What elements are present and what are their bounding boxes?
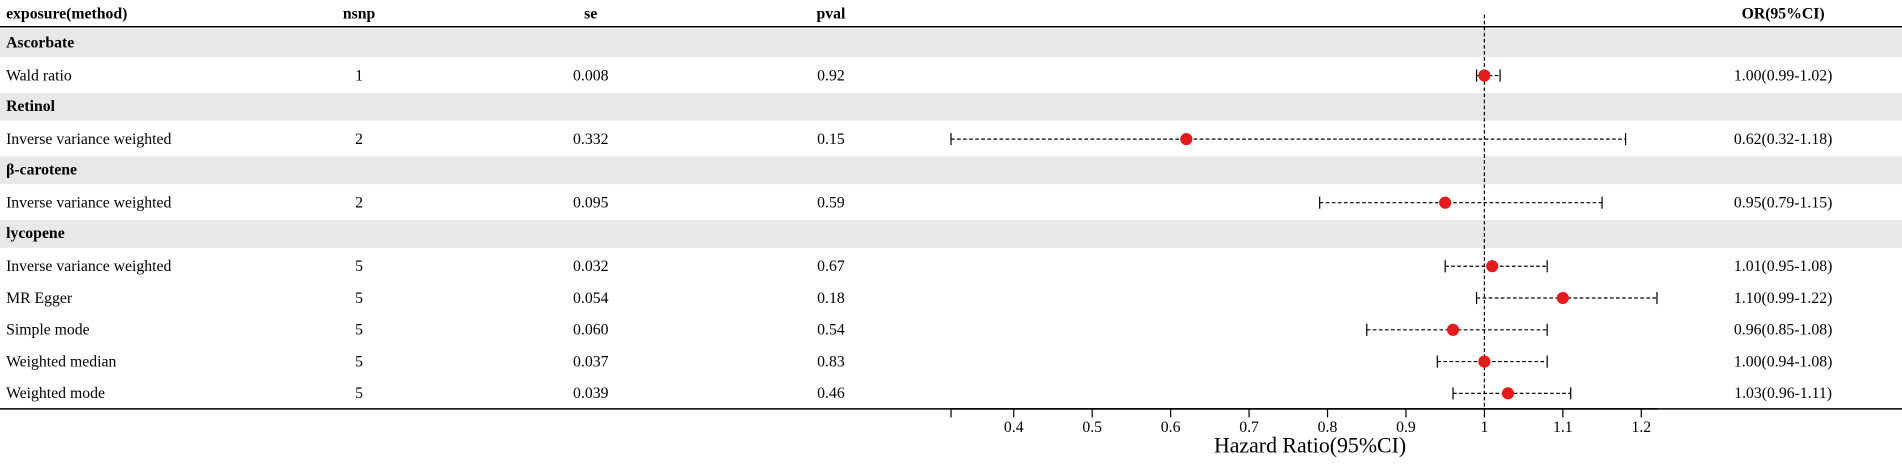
nsnp: 5 (355, 290, 363, 307)
point (1501, 387, 1514, 400)
pval: 0.59 (817, 194, 845, 211)
x-tick-label: 1 (1480, 419, 1488, 436)
or-label: 0.96(0.85-1.08) (1734, 322, 1832, 339)
pval: 0.92 (817, 67, 845, 84)
se: 0.054 (573, 290, 609, 307)
se: 0.095 (573, 194, 609, 211)
se: 0.032 (573, 258, 608, 275)
pval: 0.83 (817, 353, 845, 370)
method: Weighted mode (6, 385, 105, 402)
method: Inverse variance weighted (6, 258, 171, 275)
pval: 0.18 (817, 290, 845, 307)
nsnp: 5 (355, 258, 363, 275)
or-label: 0.62(0.32-1.18) (1734, 131, 1832, 148)
header-exposure: exposure(method) (6, 5, 127, 22)
header-nsnp: nsnp (343, 5, 376, 22)
se: 0.037 (573, 353, 609, 370)
nsnp: 1 (355, 67, 363, 84)
x-tick-label: 1.1 (1553, 419, 1573, 436)
point (1486, 260, 1499, 273)
group-band (0, 92, 1902, 121)
point (1478, 355, 1491, 368)
x-tick-label: 0.5 (1082, 419, 1102, 436)
or-label: 1.03(0.96-1.11) (1734, 385, 1832, 402)
header-pval: pval (816, 5, 846, 22)
group-name: Ascorbate (6, 34, 74, 51)
x-tick-label: 0.4 (1004, 419, 1024, 436)
x-tick-label: 0.6 (1161, 419, 1181, 436)
header-se: se (584, 5, 597, 22)
method: Wald ratio (6, 67, 72, 84)
se: 0.039 (573, 385, 609, 402)
point (1180, 133, 1193, 146)
x-tick-label: 0.7 (1239, 419, 1259, 436)
or-label: 1.10(0.99-1.22) (1734, 290, 1832, 307)
method: Weighted median (6, 353, 116, 370)
or-label: 0.95(0.79-1.15) (1734, 194, 1832, 211)
x-tick-label: 1.2 (1631, 419, 1651, 436)
group-band (0, 29, 1902, 58)
nsnp: 5 (355, 322, 363, 339)
pval: 0.54 (817, 322, 845, 339)
pval: 0.67 (817, 258, 845, 275)
se: 0.060 (573, 322, 609, 339)
group-name: Retinol (6, 98, 56, 115)
x-tick-label: 0.9 (1396, 419, 1416, 436)
pval: 0.15 (817, 131, 845, 148)
point (1478, 69, 1491, 82)
nsnp: 5 (355, 353, 363, 370)
nsnp: 5 (355, 385, 363, 402)
point (1439, 196, 1452, 209)
or-label: 1.00(0.94-1.08) (1734, 353, 1832, 370)
se: 0.332 (573, 131, 608, 148)
group-band (0, 156, 1902, 185)
method: Simple mode (6, 322, 90, 339)
header-or: OR(95%CI) (1742, 5, 1825, 22)
or-label: 1.00(0.99-1.02) (1734, 67, 1832, 84)
x-axis-label: Hazard Ratio(95%CI) (1214, 434, 1406, 458)
point (1556, 291, 1569, 305)
group-band (0, 219, 1902, 248)
group-name: lycopene (6, 225, 65, 242)
nsnp: 2 (355, 131, 363, 148)
x-tick-label: 0.8 (1318, 419, 1338, 436)
se: 0.008 (573, 67, 609, 84)
method: MR Egger (6, 290, 73, 307)
method: Inverse variance weighted (6, 194, 171, 211)
pval: 0.46 (817, 385, 845, 402)
nsnp: 2 (355, 194, 363, 211)
group-name: β-carotene (6, 162, 77, 179)
method: Inverse variance weighted (6, 131, 171, 148)
or-label: 1.01(0.95-1.08) (1734, 258, 1832, 275)
point (1446, 323, 1460, 336)
